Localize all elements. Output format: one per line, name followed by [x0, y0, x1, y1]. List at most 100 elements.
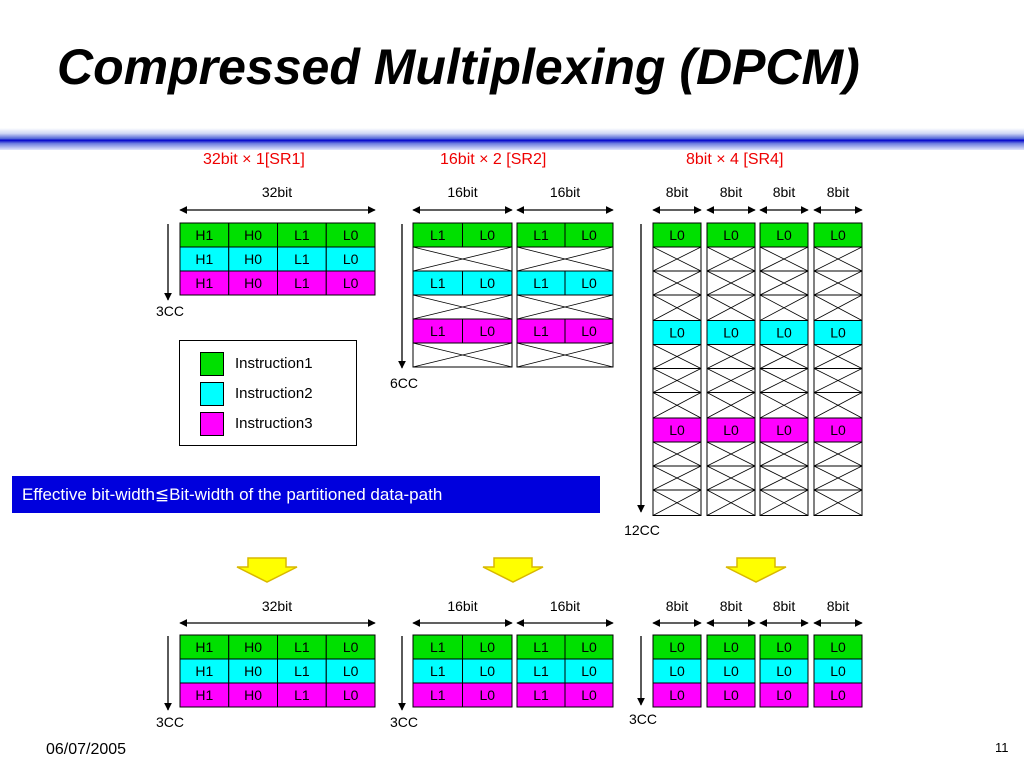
sr2-compressed-lane0-row-cell: [412, 658, 463, 684]
sr2-lane1-row-cell-label: L0: [581, 275, 597, 291]
sr4-lane2-row-cell-label: L0: [776, 325, 792, 341]
sr4-idle-slot-diag: [706, 344, 756, 369]
sr4-idle-slot-diag: [759, 246, 809, 272]
sr1-row-cell: [179, 246, 230, 272]
sr4-compressed-lane3-row-cell: [813, 658, 863, 684]
sr2-compressed-lane1-row-cell: [564, 634, 614, 660]
sr4-idle-slot-diag: [813, 392, 863, 419]
sr2-width-label: 16bit: [447, 184, 477, 200]
sr1-row-cell-label: L1: [294, 275, 310, 291]
sr2-compressed-width-label: 16bit: [550, 598, 580, 614]
sr2-compressed-lane0-row-cell: [462, 682, 513, 708]
sr2-compressed-lane1-row-cell-label: L1: [533, 639, 549, 655]
sr2-idle-slot-diag: [516, 294, 614, 320]
transition-arrow-sr4: [725, 557, 787, 583]
sr2-label: 16bit × 2 [SR2]: [440, 151, 547, 168]
sr4-lane3-row-cell: [813, 320, 863, 345]
sr4-lane1-row-cell: [706, 417, 756, 443]
sr4-lane3-row-cell-label: L0: [830, 325, 846, 341]
sr4-compressed-lane2-row-cell-label: L0: [776, 687, 792, 703]
sr4-idle-slot-diag: [759, 294, 809, 321]
sr4-compressed-width-label: 8bit: [773, 598, 796, 614]
sr4-idle-slot-diag: [813, 294, 863, 321]
sr2-compressed-width-label: 16bit: [447, 598, 477, 614]
sr1-row-cell-label: L0: [343, 251, 359, 267]
sr4-idle-slot-diag: [813, 270, 863, 296]
sr4-compressed-lane0-row-cell-label: L0: [669, 639, 685, 655]
sr4-compressed-lane1-row-cell-label: L0: [723, 687, 739, 703]
sr4-lane3-row-cell: [813, 417, 863, 443]
sr2-idle-slot-diag: [412, 246, 513, 272]
sr2-compressed-cycle-label: 3CC: [390, 714, 418, 730]
note-text: Effective bit-width≦Bit-width of the par…: [22, 485, 443, 504]
legend-swatch-instruction1: [200, 352, 224, 376]
sr2-compressed-lane1-row-cell-label: L0: [581, 663, 597, 679]
sr4-compressed-lane1-row-cell: [706, 682, 756, 708]
sr4-idle-slot-diag: [813, 344, 863, 369]
sr2-lane1-row-cell: [516, 222, 566, 248]
sr2-lane0-row-cell-label: L0: [479, 323, 495, 339]
sr1-width-label: 32bit: [262, 184, 292, 200]
sr4-idle-slot-diag: [652, 270, 702, 296]
sr4-idle-slot-diag: [759, 489, 809, 516]
sr4-compressed-lane0-row-cell-label: L0: [669, 663, 685, 679]
sr4-idle-slot-diag: [706, 392, 756, 419]
sr1-compressed-cycle-label: 3CC: [156, 714, 184, 730]
sr4-idle-slot-diag: [652, 344, 702, 369]
sr4-compressed-lane2-row-cell: [759, 634, 809, 660]
sr4-compressed-cycle-label: 3CC: [629, 711, 657, 727]
sr2-lane0-row-cell-label: L1: [430, 275, 446, 291]
sr1-compressed-width-label: 32bit: [262, 598, 292, 614]
sr2-compressed-lane0-row-cell-label: L0: [479, 687, 495, 703]
sr1-compressed-row-cell-label: H0: [244, 639, 262, 655]
sr2-idle-slot-diag: [412, 294, 513, 320]
sr2-width-label: 16bit: [550, 184, 580, 200]
sr1-row-cell: [228, 222, 278, 248]
sr4-idle-slot-diag: [706, 489, 756, 516]
sr1-compressed-row-cell: [228, 634, 278, 660]
sr1-compressed-row-cell-label: L1: [294, 639, 310, 655]
transition-arrow-sr1: [236, 557, 298, 583]
sr1-compressed-row-cell: [277, 682, 327, 708]
sr4-compressed-lane2-row-cell: [759, 682, 809, 708]
sr2-compressed-lane0-row-cell-label: L1: [430, 663, 446, 679]
sr4-idle-slot-diag: [759, 392, 809, 419]
sr4-idle-slot-diag: [813, 246, 863, 272]
sr4-idle-slot-diag: [706, 441, 756, 467]
sr4-compressed-width-label: 8bit: [666, 598, 689, 614]
sr1-compressed-row-cell-label: H0: [244, 663, 262, 679]
sr2-compressed-lane1-row-cell-label: L0: [581, 687, 597, 703]
sr4-compressed-lane2-row-cell-label: L0: [776, 663, 792, 679]
footer-date: 06/07/2005: [46, 741, 127, 758]
sr1-compressed-row-cell-label: L1: [294, 663, 310, 679]
sr1-compressed-row-cell-label: L0: [343, 687, 359, 703]
sr4-lane0-row-cell-label: L0: [669, 422, 685, 438]
sr1-compressed-row-cell: [179, 634, 230, 660]
sr4-compressed-lane3-row-cell: [813, 682, 863, 708]
sr4-width-label: 8bit: [827, 184, 850, 200]
sr4-idle-slot-diag: [759, 441, 809, 467]
sr1-compressed-row-cell-label: H0: [244, 687, 262, 703]
sr4-lane0-row-cell-label: L0: [669, 227, 685, 243]
sr4-idle-slot-diag: [652, 489, 702, 516]
sr2-compressed-lane0-row-cell: [412, 682, 463, 708]
transition-arrow-sr2: [482, 557, 544, 583]
sr2-compressed-lane1-row-cell-label: L1: [533, 663, 549, 679]
sr2-compressed-lane0-row-cell: [462, 634, 513, 660]
sr4-lane3-row-cell-label: L0: [830, 227, 846, 243]
sr2-compressed-lane1-row-cell: [516, 634, 566, 660]
sr4-idle-slot-diag: [652, 246, 702, 272]
sr1-cycle-label: 3CC: [156, 303, 184, 319]
sr4-idle-slot-diag: [759, 270, 809, 296]
sr4-compressed-lane1-row-cell: [706, 658, 756, 684]
sr1-compressed-row-cell: [325, 682, 376, 708]
sr4-lane1-row-cell: [706, 222, 756, 248]
sr1-row-cell-label: H1: [195, 227, 213, 243]
sr4-idle-slot-diag: [813, 368, 863, 393]
sr4-idle-slot-diag: [813, 489, 863, 516]
sr4-idle-slot-diag: [813, 465, 863, 491]
sr4-lane3-row-cell-label: L0: [830, 422, 846, 438]
sr1-row-cell-label: H1: [195, 251, 213, 267]
sr2-lane0-row-cell: [462, 270, 513, 296]
